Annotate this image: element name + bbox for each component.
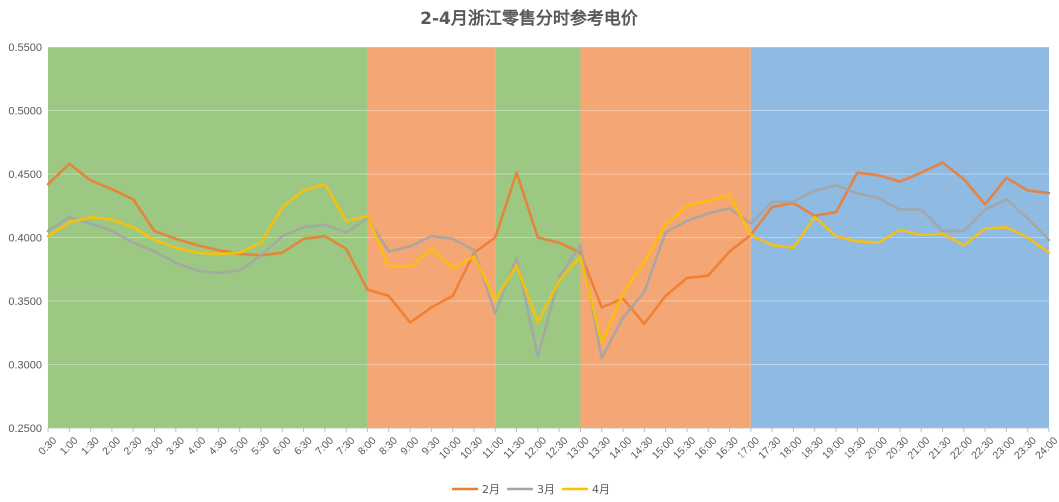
x-tick-label: 11:30 [501, 435, 528, 462]
x-tick-label: 11:00 [480, 435, 507, 462]
x-tick-label: 14:30 [628, 435, 655, 462]
x-tick-label: 3:30 [164, 435, 187, 458]
x-tick-label: 10:30 [458, 435, 485, 462]
x-tick-label: 4:00 [185, 435, 208, 458]
x-tick-label: 12:00 [522, 435, 549, 462]
x-tick-label: 13:30 [586, 435, 613, 462]
x-tick-label: 1:30 [79, 435, 102, 458]
x-tick-label: 16:00 [692, 435, 719, 462]
chart-title: 2-4月浙江零售分时参考电价 [420, 8, 639, 29]
watermark-text: 公众号 · 黄师傅说电 [762, 452, 923, 473]
legend: 2月 3月 4月 [452, 483, 610, 496]
legend-label-1: 3月 [537, 483, 555, 496]
x-tick-label: 21:30 [927, 435, 954, 462]
period-band-3 [580, 47, 751, 428]
x-tick-label: 8:30 [377, 435, 400, 458]
x-tick-label: 15:00 [650, 435, 677, 462]
series-line-2 [46, 182, 1051, 345]
y-axis: 0.2500 0.3000 0.3500 0.4000 0.4500 0.5000 0.55… [8, 42, 1049, 435]
x-tick-label: 3:00 [143, 435, 166, 458]
x-tick-label: 7:30 [334, 435, 357, 458]
legend-label-0: 2月 [482, 483, 500, 496]
series-lines [46, 161, 1051, 360]
x-tick-label: 6:00 [271, 435, 294, 458]
x-tick-label: 22:30 [969, 435, 996, 462]
y-tick-label: 0.3000 [8, 360, 42, 372]
x-tick-label: 9:00 [398, 435, 421, 458]
legend-label-2: 4月 [592, 483, 610, 496]
series-line-0 [46, 161, 1051, 326]
wechat-icon [735, 452, 753, 470]
y-tick-label: 0.5500 [8, 42, 42, 54]
series-line-1 [46, 184, 1051, 360]
y-tick-label: 0.2500 [8, 423, 42, 435]
x-tick-label: 22:00 [948, 435, 975, 462]
watermark: 公众号 · 黄师傅说电 [735, 452, 923, 473]
x-tick-label: 2:30 [121, 435, 144, 458]
x-tick-label: 23:30 [1012, 435, 1039, 462]
x-tick-label: 4:30 [207, 435, 230, 458]
y-tick-label: 0.3500 [8, 296, 42, 308]
x-tick-label: 5:00 [228, 435, 251, 458]
y-tick-label: 0.4500 [8, 169, 42, 181]
x-tick-label: 15:30 [671, 435, 698, 462]
x-tick-label: 24:00 [1033, 435, 1059, 462]
x-tick-label: 0:30 [36, 435, 59, 458]
x-tick-label: 10:00 [437, 435, 464, 462]
x-tick-label: 23:00 [991, 435, 1018, 462]
y-tick-label: 0.5000 [8, 106, 42, 118]
x-tick-label: 14:00 [607, 435, 634, 462]
x-tick-label: 13:00 [565, 435, 592, 462]
x-tick-label: 8:00 [356, 435, 379, 458]
x-tick-label: 2:00 [100, 435, 123, 458]
x-tick-label: 12:30 [543, 435, 570, 462]
x-tick-label: 1:00 [58, 435, 81, 458]
x-tick-label: 6:30 [292, 435, 315, 458]
y-tick-label: 0.4000 [8, 233, 42, 245]
x-tick-label: 7:00 [313, 435, 336, 458]
x-tick-label: 5:30 [249, 435, 272, 458]
